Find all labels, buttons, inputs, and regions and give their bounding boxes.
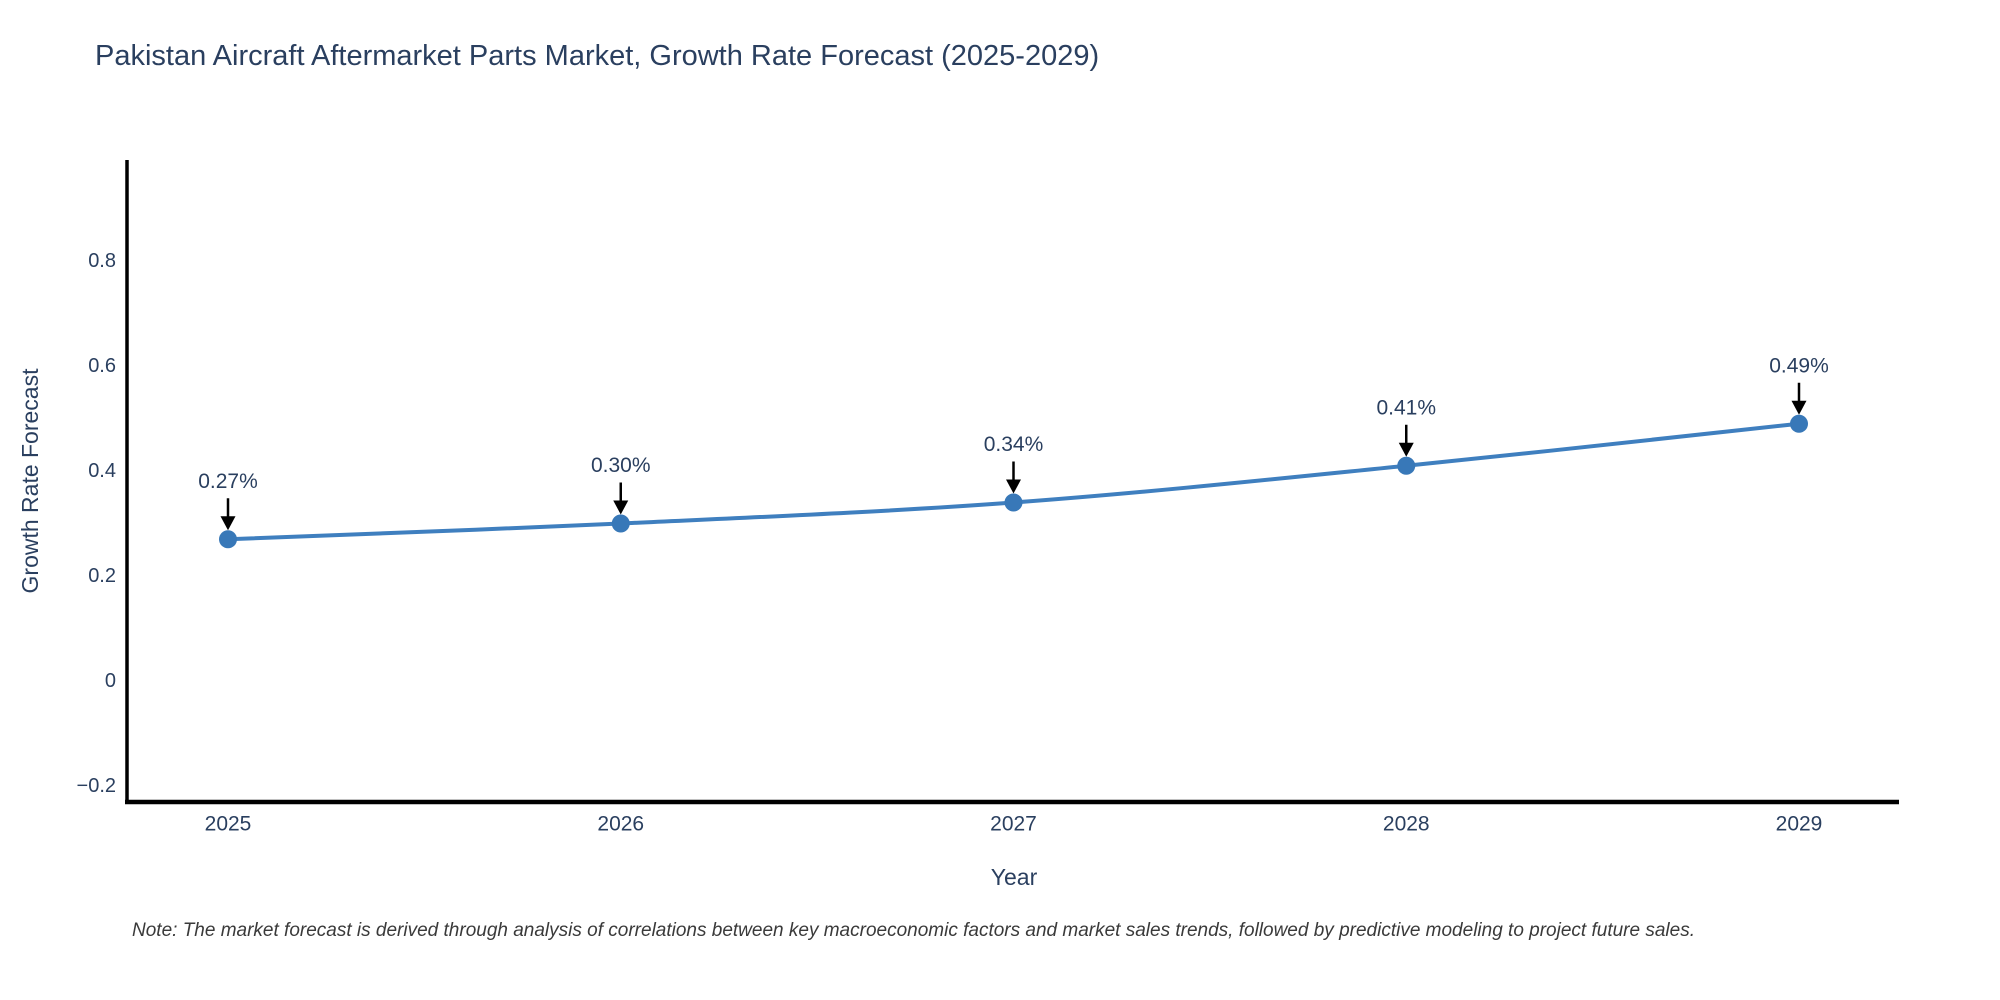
data-point-marker: [611, 514, 630, 533]
annotation-arrowhead-icon: [613, 500, 629, 515]
data-point-marker: [219, 530, 237, 549]
x-axis-title: Year: [991, 864, 1038, 890]
point-value-label: 0.30%: [591, 454, 651, 477]
annotation-arrowhead-icon: [220, 516, 236, 531]
annotation-arrowhead-icon: [1791, 400, 1807, 415]
footnote: Note: The market forecast is derived thr…: [132, 920, 1695, 941]
x-tick-labels: 2025 2026 2027 2028 2029: [205, 813, 1823, 836]
y-tick-labels: −0.2 0 0.2 0.4 0.6 0.8: [77, 250, 116, 797]
y-tick-label: 0: [105, 670, 116, 692]
x-tick-label: 2025: [205, 813, 252, 836]
point-annotations: 0.27% 0.30% 0.34% 0.41% 0.49%: [198, 354, 1829, 531]
y-tick-label: 0.8: [88, 250, 116, 272]
point-value-label: 0.41%: [1376, 396, 1436, 419]
data-point-marker: [1004, 493, 1023, 512]
y-tick-label: −0.2: [77, 775, 116, 797]
x-tick-label: 2029: [1776, 813, 1823, 836]
x-tick-label: 2027: [990, 813, 1037, 836]
y-tick-label: 0.4: [88, 460, 116, 482]
data-point-marker: [1397, 456, 1416, 475]
data-point-marker: [1790, 414, 1808, 433]
point-value-label: 0.27%: [198, 470, 258, 493]
chart-title: Pakistan Aircraft Aftermarket Parts Mark…: [95, 40, 1100, 72]
y-tick-label: 0.6: [88, 355, 116, 377]
annotation-arrowhead-icon: [1398, 442, 1414, 457]
y-tick-label: 0.2: [88, 565, 116, 587]
x-tick-label: 2026: [597, 813, 644, 836]
forecast-line-series: [219, 414, 1808, 549]
x-tick-label: 2028: [1383, 813, 1430, 836]
point-value-label: 0.34%: [984, 433, 1044, 456]
y-axis-title: Growth Rate Forecast: [17, 368, 43, 594]
annotation-arrowhead-icon: [1006, 479, 1021, 494]
point-value-label: 0.49%: [1769, 354, 1829, 377]
